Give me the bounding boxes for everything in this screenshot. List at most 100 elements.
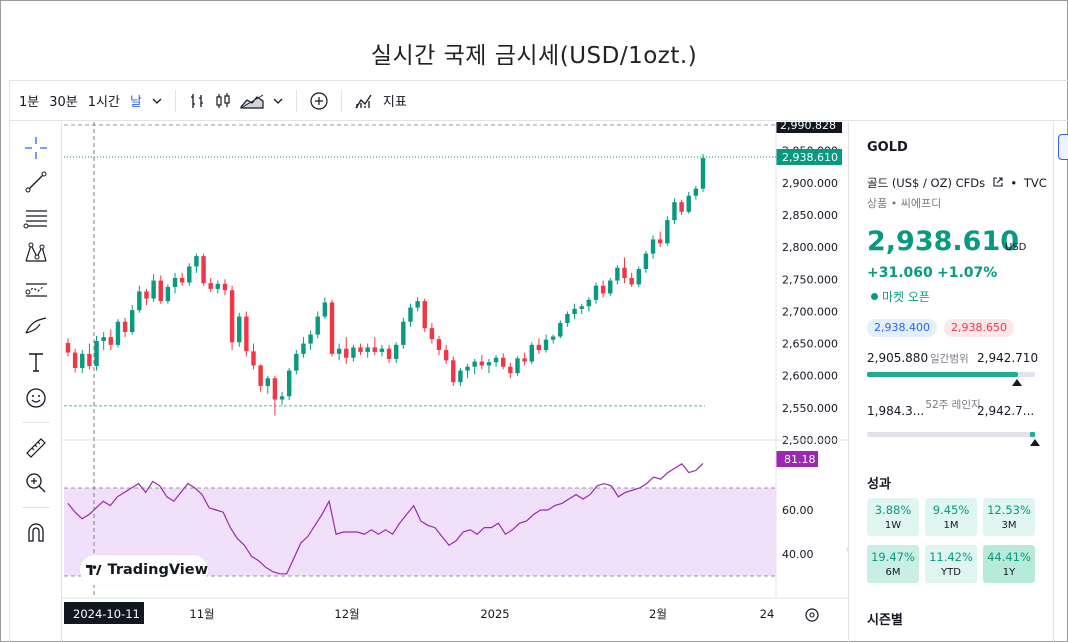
candle-body <box>386 348 392 359</box>
candle-body <box>443 350 449 361</box>
candle-body <box>122 321 128 332</box>
forecast-icon[interactable] <box>22 276 50 304</box>
performance-label: YTD <box>941 567 961 578</box>
tradingview-widget <box>9 80 1068 642</box>
area-chart-icon[interactable] <box>236 92 268 110</box>
chart-toolbar: 1분 30분 1시간 날 지표 <box>10 81 1068 121</box>
candle-body <box>294 353 299 371</box>
fib-retracement-icon[interactable] <box>22 204 50 232</box>
performance-card-1w[interactable]: 3.88% 1W <box>867 498 919 536</box>
candle-body <box>586 299 592 307</box>
candle-body <box>258 365 263 386</box>
candle-body <box>329 302 335 354</box>
interval-1d-button[interactable]: 날 <box>129 95 142 110</box>
chart-settings-icon[interactable] <box>805 608 819 622</box>
last-price-label: 2,938.610 <box>782 151 838 164</box>
bar-chart-icon[interactable] <box>184 92 210 110</box>
crosshair-icon[interactable] <box>22 134 50 162</box>
candle-body <box>286 370 292 397</box>
currency-label: USD <box>1005 242 1027 253</box>
year-low: 1,984.3... <box>867 404 925 418</box>
emoji-icon[interactable] <box>22 384 50 412</box>
candle-body <box>351 347 356 358</box>
year-range-row: 1,984.3... 2,942.7... <box>867 404 1037 418</box>
candle-body <box>508 366 513 374</box>
year-range-current <box>1030 432 1035 437</box>
interval-30m-button[interactable]: 30분 <box>49 95 78 110</box>
candle-body <box>172 278 178 287</box>
watchlist-tab-icon[interactable] <box>1058 134 1068 160</box>
candle-body <box>700 158 706 189</box>
description-text: 골드 (US$ / OZ) CFDs <box>867 176 986 190</box>
candle-body <box>265 378 270 386</box>
external-link-icon[interactable] <box>992 176 1004 188</box>
zoom-in-icon[interactable] <box>22 469 50 497</box>
tradingview-watermark[interactable]: TradingView <box>80 555 208 585</box>
status-dot-icon <box>871 293 878 300</box>
performance-card-1m[interactable]: 9.45% 1M <box>925 498 977 536</box>
last-price-tag <box>776 149 842 165</box>
price-tick-label: 2,800.000 <box>782 241 838 254</box>
trend-line-icon[interactable] <box>22 168 50 196</box>
candle-body <box>408 307 413 322</box>
candle-body <box>158 280 163 302</box>
top-price-tag <box>776 122 842 133</box>
candle-body <box>94 341 99 367</box>
time-tick-label: 24 <box>760 607 775 621</box>
candle-body <box>72 352 78 368</box>
top-price-label: 2,990.828 <box>780 122 836 132</box>
performance-card-1y[interactable]: 44.41% 1Y <box>983 545 1035 583</box>
chart-area[interactable]: 2,950.0002,900.0002,850.0002,800.0002,75… <box>62 122 848 642</box>
day-high: 2,942.710 <box>977 351 1039 365</box>
performance-value: 44.41% <box>987 550 1031 564</box>
candle-body <box>244 316 249 352</box>
candle-body <box>679 202 684 212</box>
candle-body <box>493 357 499 363</box>
candle-body <box>615 267 620 281</box>
magnet-icon[interactable] <box>22 518 50 546</box>
year-high: 2,942.7... <box>977 404 1035 418</box>
interval-1m-button[interactable]: 1분 <box>19 95 40 110</box>
compare-plus-icon[interactable] <box>305 91 333 111</box>
chevron-down-icon[interactable] <box>268 95 288 107</box>
candle-body <box>108 337 114 345</box>
candle-body <box>422 301 427 329</box>
rsi-tick-label: 40.00 <box>782 548 814 561</box>
candle-body <box>115 321 121 345</box>
candle-body <box>80 353 85 368</box>
candle-body <box>665 220 670 244</box>
price-chart[interactable]: 2,950.0002,900.0002,850.0002,800.0002,75… <box>62 122 848 642</box>
candle-body <box>215 283 221 289</box>
candle-body <box>251 351 256 366</box>
interval-1h-button[interactable]: 1시간 <box>87 95 120 110</box>
candlestick-icon[interactable] <box>210 92 236 110</box>
day-low: 2,905.880 <box>867 351 929 365</box>
market-status-text: 마켓 오픈 <box>882 290 930 304</box>
indicators-icon[interactable] <box>350 92 378 110</box>
candle-body <box>629 278 634 285</box>
candle-body <box>208 283 213 289</box>
candle-body <box>308 334 313 344</box>
pattern-icon[interactable] <box>22 239 50 267</box>
candle-body <box>301 343 306 354</box>
ruler-icon[interactable] <box>22 434 50 462</box>
candle-body <box>543 339 549 350</box>
candle-body <box>429 328 435 340</box>
price-tick-label: 2,700.000 <box>782 305 838 318</box>
text-tool-icon[interactable] <box>22 348 50 376</box>
tradingview-logo-icon <box>86 565 102 575</box>
tool-divider <box>22 507 50 508</box>
candle-body <box>322 302 328 317</box>
candle-body <box>636 269 641 285</box>
performance-card-6m[interactable]: 19.47% 6M <box>867 545 919 583</box>
indicators-button[interactable]: 지표 <box>382 95 407 110</box>
performance-label: 1W <box>884 520 902 531</box>
chevron-down-icon[interactable] <box>147 95 167 107</box>
collapse-panel-button[interactable]: › <box>846 545 850 555</box>
performance-card-ytd[interactable]: 11.42% YTD <box>925 545 977 583</box>
performance-card-3m[interactable]: 12.53% 3M <box>983 498 1035 536</box>
candle-body <box>479 361 485 366</box>
candle-body <box>201 256 206 284</box>
brush-icon[interactable] <box>22 312 50 340</box>
candle-body <box>87 353 92 367</box>
